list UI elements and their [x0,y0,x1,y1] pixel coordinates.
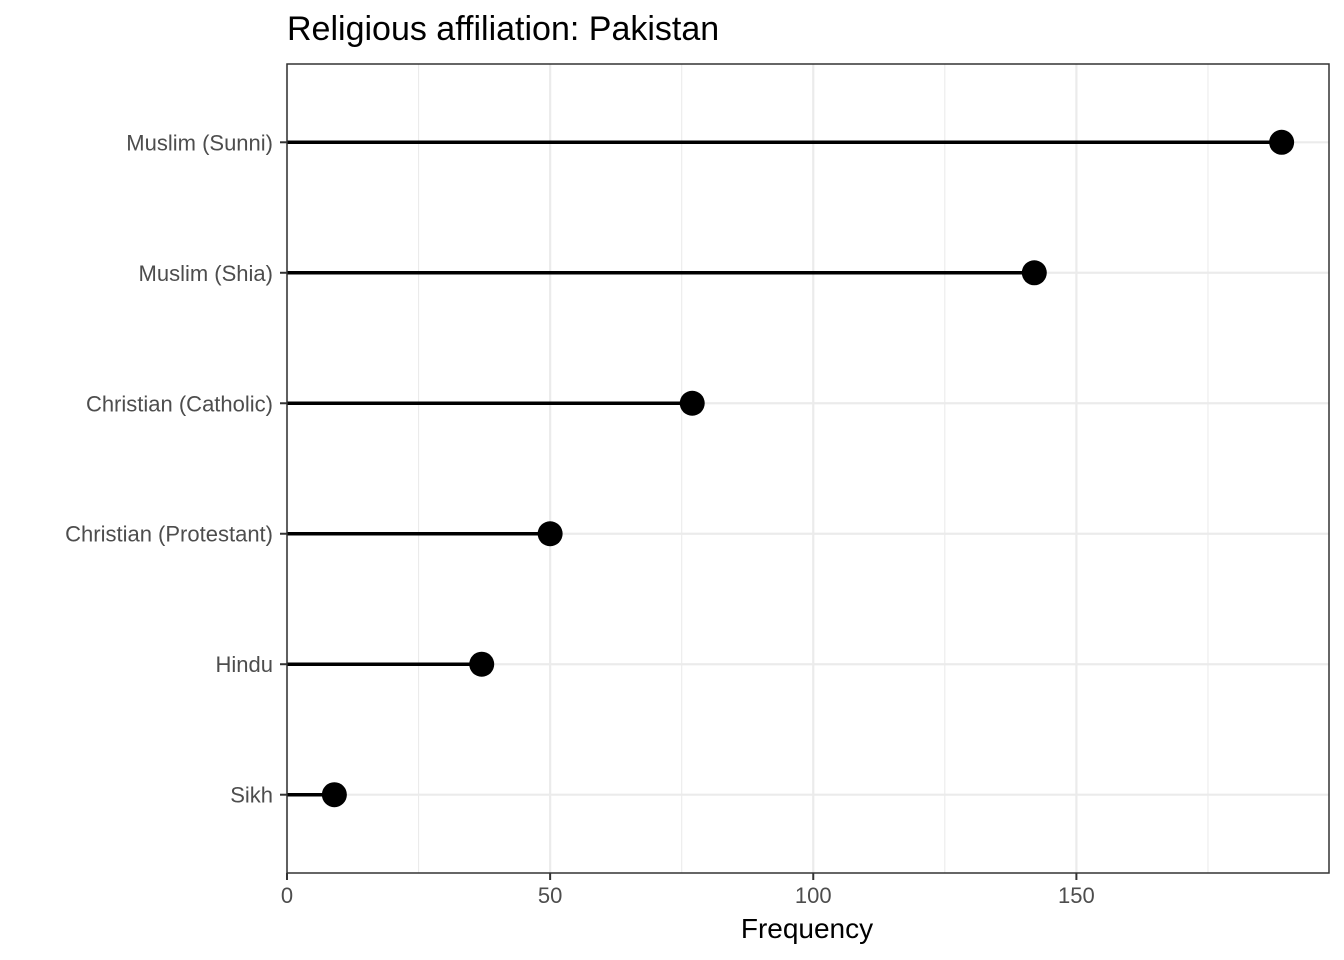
axes: Muslim (Sunni) Muslim (Shia) Christian (Ca… [65,130,1095,908]
lollipop-point [469,651,495,677]
lollipop-point [321,782,347,808]
y-tick-label: Sikh [230,783,273,808]
lollipop-point [537,521,563,547]
lollipop-point [679,390,705,416]
x-tick-label: 0 [281,883,293,908]
x-tick-label: 50 [538,883,562,908]
plot-panel [286,63,1330,874]
lollipop-point [1021,260,1047,286]
y-tick-label: Christian (Catholic) [86,391,273,416]
data-marks [287,129,1295,808]
x-axis-label: Frequency [741,913,873,944]
y-tick-label: Christian (Protestant) [65,522,273,547]
grid-lines [285,64,1329,873]
lollipop-point [1269,129,1295,155]
y-tick-label: Muslim (Shia) [139,261,273,286]
x-tick-label: 150 [1058,883,1095,908]
chart-title: Religious affiliation: Pakistan [287,10,719,48]
y-tick-label: Hindu [216,652,273,677]
y-tick-label: Muslim (Sunni) [126,130,273,155]
x-tick-label: 100 [795,883,832,908]
